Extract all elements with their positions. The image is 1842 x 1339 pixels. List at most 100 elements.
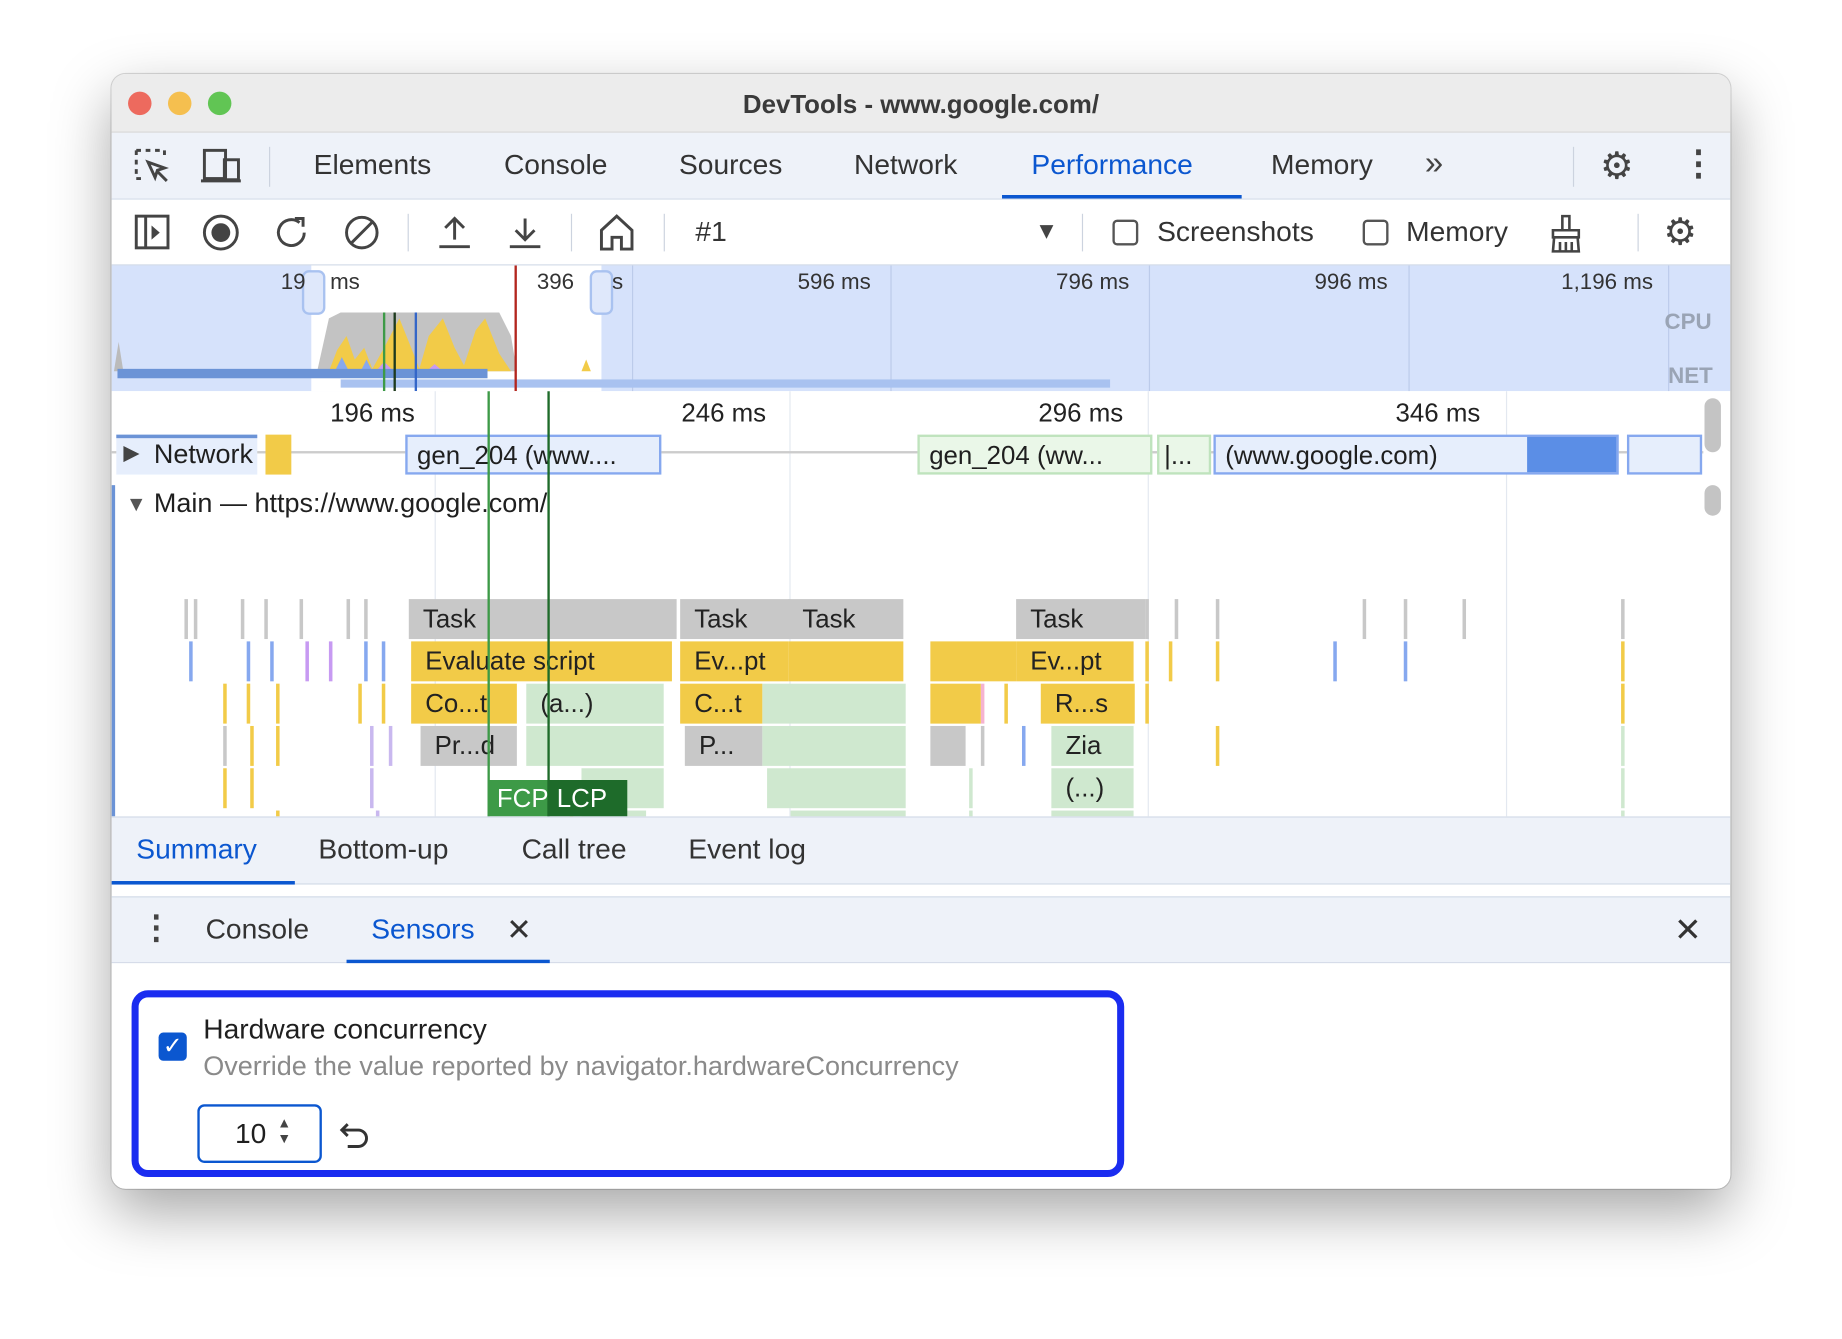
more-options-icon[interactable]: ⋮ xyxy=(1680,144,1717,184)
flame-sliver[interactable] xyxy=(223,683,227,724)
flame-block[interactable] xyxy=(767,768,906,809)
flame-block[interactable]: Task xyxy=(408,599,677,640)
flame-block[interactable]: P... xyxy=(684,725,763,766)
hardware-concurrency-checkbox[interactable]: ✓ xyxy=(158,1032,187,1061)
flame-sliver[interactable] xyxy=(264,599,268,640)
stepper-arrows-icon[interactable]: ▲ ▼ xyxy=(277,1114,292,1147)
flame-sliver[interactable] xyxy=(1621,599,1625,640)
lcp-marker[interactable]: LCP xyxy=(547,780,628,817)
flame-block[interactable]: Evaluate script xyxy=(411,641,672,682)
collapse-main-icon[interactable]: ▼ xyxy=(125,492,147,516)
flame-sliver[interactable] xyxy=(1215,599,1220,640)
close-sensors-tab-icon[interactable]: ✕ xyxy=(506,911,532,947)
flame-sliver[interactable] xyxy=(969,810,973,817)
flame-sliver[interactable] xyxy=(1021,725,1026,766)
flame-sliver[interactable] xyxy=(1215,641,1220,682)
download-icon[interactable] xyxy=(506,214,544,252)
inspect-element-icon[interactable] xyxy=(133,147,173,187)
right-range-handle[interactable] xyxy=(589,270,614,315)
flame-sliver[interactable] xyxy=(223,725,227,766)
flame-sliver[interactable] xyxy=(223,768,227,809)
flame-block[interactable]: zHa xyxy=(1051,810,1134,817)
flame-sliver[interactable] xyxy=(1462,599,1467,640)
scrollbar[interactable] xyxy=(1704,485,1721,516)
flame-sliver[interactable] xyxy=(1145,683,1149,724)
recording-select[interactable]: #1 xyxy=(695,216,727,248)
flame-sliver[interactable] xyxy=(270,641,274,682)
memory-checkbox[interactable] xyxy=(1362,219,1389,246)
tab-console[interactable]: Console xyxy=(503,149,608,181)
flame-block[interactable] xyxy=(930,641,1017,682)
flame-sliver[interactable] xyxy=(370,725,374,766)
flame-block[interactable] xyxy=(762,683,906,724)
timeline-overview[interactable]: 19 ms 396 s 596 ms 796 ms 996 ms 1,196 m… xyxy=(111,265,1731,392)
flame-sliver[interactable] xyxy=(381,641,386,682)
flame-sliver[interactable] xyxy=(246,641,251,682)
tab-elements[interactable]: Elements xyxy=(313,149,432,181)
close-drawer-icon[interactable]: ✕ xyxy=(1673,911,1702,948)
flame-sliver[interactable] xyxy=(250,768,254,809)
flame-block[interactable] xyxy=(762,725,906,766)
flame-sliver[interactable] xyxy=(189,641,193,682)
drawer-tab-console[interactable]: Console xyxy=(205,913,310,946)
dropdown-arrow-icon[interactable]: ▼ xyxy=(1034,218,1059,245)
flame-sliver[interactable] xyxy=(364,641,368,682)
collect-garbage-icon[interactable] xyxy=(1547,214,1585,254)
flame-sliver[interactable] xyxy=(969,768,973,809)
flame-sliver[interactable] xyxy=(388,725,393,766)
left-range-handle[interactable] xyxy=(301,270,326,315)
more-tabs-icon[interactable]: » xyxy=(1424,144,1444,181)
flame-sliver[interactable] xyxy=(276,683,280,724)
flame-sliver[interactable] xyxy=(1145,599,1149,640)
flame-sliver[interactable] xyxy=(358,683,362,724)
network-track-header[interactable] xyxy=(116,434,258,475)
flame-block[interactable] xyxy=(790,810,906,817)
tab-memory[interactable]: Memory xyxy=(1271,149,1373,181)
flame-sliver[interactable] xyxy=(1362,599,1367,640)
flame-sliver[interactable] xyxy=(375,810,380,817)
flame-sliver[interactable] xyxy=(240,599,245,640)
flame-sliver[interactable] xyxy=(1403,599,1408,640)
close-window-button[interactable] xyxy=(128,91,152,116)
reset-icon[interactable] xyxy=(338,1119,371,1150)
flame-sliver[interactable] xyxy=(328,641,333,682)
tab-call-tree[interactable]: Call tree xyxy=(521,834,627,866)
toggle-sidebar-icon[interactable] xyxy=(134,214,172,252)
device-toolbar-icon[interactable] xyxy=(200,147,243,187)
flame-block[interactable]: Co...t xyxy=(411,683,517,724)
flame-sliver[interactable] xyxy=(1621,683,1625,724)
flame-block[interactable]: Pr...d xyxy=(420,725,517,766)
flame-sliver[interactable] xyxy=(193,599,198,640)
tab-performance[interactable]: Performance xyxy=(1031,149,1193,181)
flame-sliver[interactable] xyxy=(1168,641,1173,682)
drawer-tab-sensors[interactable]: Sensors xyxy=(371,913,475,946)
flame-sliver[interactable] xyxy=(246,683,251,724)
flame-block[interactable]: Task xyxy=(1016,599,1146,640)
tab-bottom-up[interactable]: Bottom-up xyxy=(318,834,449,866)
flame-block[interactable]: Ev...pt xyxy=(680,641,789,682)
capture-settings-icon[interactable]: ⚙ xyxy=(1663,210,1698,253)
flame-sliver[interactable] xyxy=(276,725,280,766)
upload-icon[interactable] xyxy=(436,214,474,252)
flame-block[interactable] xyxy=(930,683,981,724)
flame-block[interactable]: R...s xyxy=(1040,683,1135,724)
home-icon[interactable] xyxy=(598,213,636,253)
flame-block[interactable]: Task xyxy=(680,599,791,640)
flame-block[interactable]: Task xyxy=(788,599,904,640)
maximize-window-button[interactable] xyxy=(207,91,232,116)
fcp-marker[interactable]: FCP xyxy=(487,780,549,817)
flame-block[interactable]: Zia xyxy=(1051,725,1134,766)
flame-block[interactable] xyxy=(788,641,904,682)
reload-record-icon[interactable] xyxy=(273,214,311,252)
flame-sliver[interactable] xyxy=(1403,641,1408,682)
flame-sliver[interactable] xyxy=(1145,641,1149,682)
flame-chart[interactable]: 196 ms 246 ms 296 ms 346 ms ▶ Network ge… xyxy=(111,391,1731,817)
drawer-menu-icon[interactable]: ⋮ xyxy=(139,909,173,946)
flame-sliver[interactable] xyxy=(370,768,374,809)
flame-sliver[interactable] xyxy=(1621,641,1625,682)
flame-block[interactable]: Ev...pt xyxy=(1016,641,1134,682)
flame-sliver[interactable] xyxy=(1621,810,1625,817)
flame-sliver[interactable] xyxy=(184,599,188,640)
tab-network[interactable]: Network xyxy=(854,149,958,181)
flame-block[interactable]: C...t xyxy=(680,683,763,724)
